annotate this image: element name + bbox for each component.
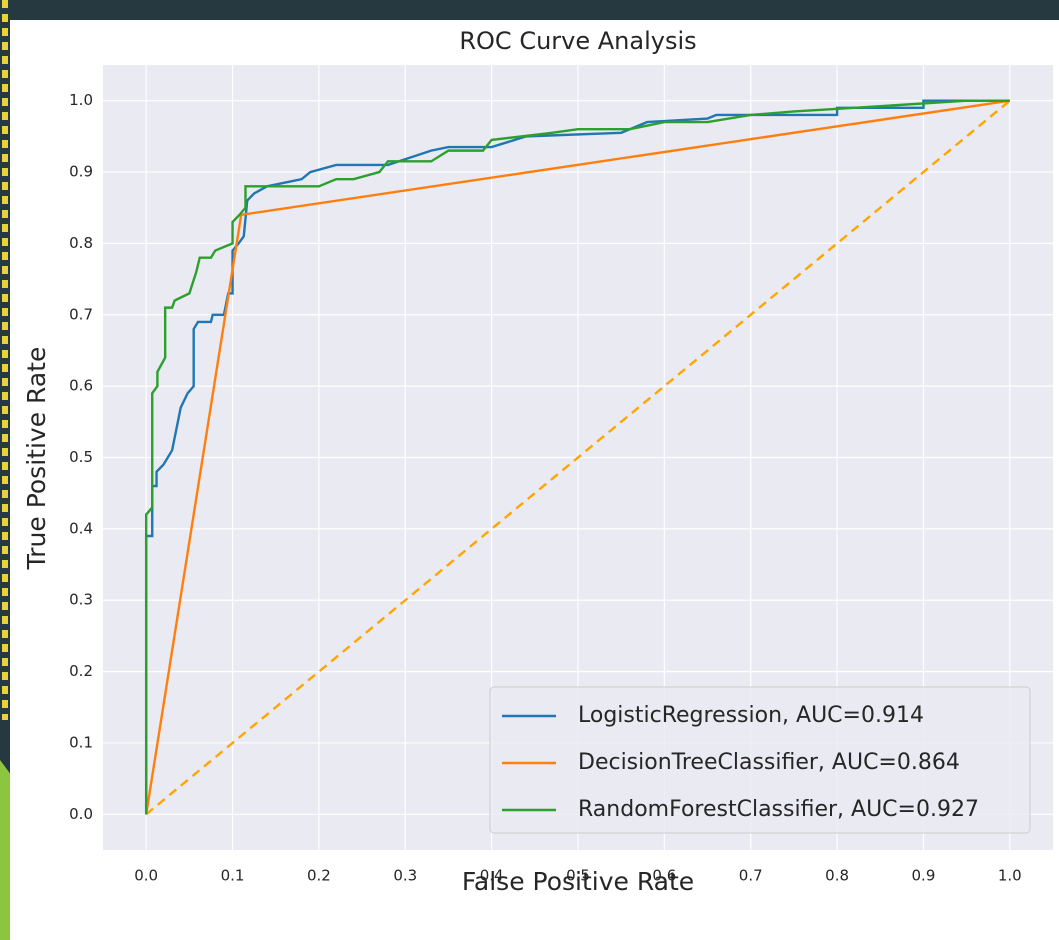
y-tick-label: 0.7: [69, 305, 93, 323]
line: [144, 99, 1010, 815]
y-tick-label: 0.4: [69, 519, 93, 537]
x-tick-label: 0.2: [307, 867, 331, 885]
y-axis-label: True Positive Rate: [22, 347, 51, 571]
y-tick-label: 0.0: [69, 805, 93, 823]
y-tick-label: 0.6: [69, 377, 93, 395]
y-tick-label: 1.0: [69, 91, 93, 109]
x-tick-label: 0.4: [480, 867, 504, 885]
x-tick-label: 0.5: [566, 867, 590, 885]
y-tick-label: 0.8: [69, 234, 93, 252]
y-tick-label: 0.5: [69, 448, 93, 466]
y-tick-label: 0.1: [69, 733, 93, 751]
y-tick-label: 0.2: [69, 662, 93, 680]
line: [144, 99, 1010, 815]
x-tick-label: 0.7: [739, 867, 763, 885]
x-tick-label: 1.0: [998, 867, 1022, 885]
x-tick-label: 0.3: [393, 867, 417, 885]
y-tick-label: 0.9: [69, 163, 93, 181]
chart-title: ROC Curve Analysis: [459, 27, 696, 55]
legend-box: [489, 686, 1031, 834]
x-tick-label: 0.6: [652, 867, 676, 885]
legend-label: LogisticRegression, AUC=0.914: [578, 703, 924, 728]
x-tick-label: 0.8: [825, 867, 849, 885]
x-tick-label: 0.0: [134, 867, 158, 885]
legend-label: RandomForestClassifier, AUC=0.927: [578, 797, 979, 822]
legend-label: DecisionTreeClassifier, AUC=0.864: [578, 750, 960, 775]
y-tick-label: 0.3: [69, 591, 93, 609]
line: [144, 99, 1010, 815]
diagonal-line: [145, 99, 1011, 816]
x-tick-label: 0.9: [912, 867, 936, 885]
x-axis-label: False Positive Rate: [462, 867, 694, 896]
x-tick-label: 0.1: [221, 867, 245, 885]
